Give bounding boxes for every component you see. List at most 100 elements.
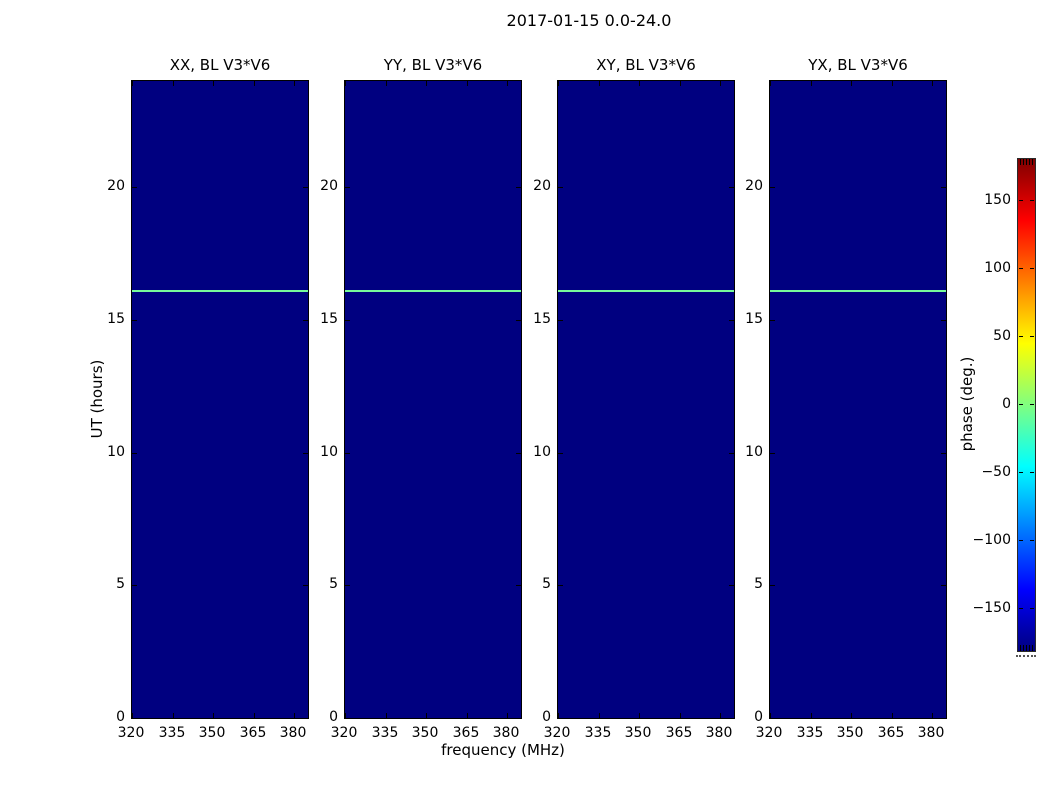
y-tick-mark — [345, 585, 350, 586]
x-tick-mark — [680, 81, 681, 86]
colorbar-tick-mark — [1030, 540, 1034, 541]
x-tick-mark — [213, 713, 214, 718]
y-tick-mark — [770, 320, 775, 321]
x-tick-mark — [173, 81, 174, 86]
x-tick-mark — [345, 81, 346, 86]
x-tick-label: 380 — [917, 725, 945, 741]
y-tick-mark — [516, 187, 521, 188]
y-tick-label: 0 — [116, 709, 125, 725]
x-tick-mark — [770, 81, 771, 86]
y-tick-label: 5 — [754, 576, 763, 592]
x-tick-label: 365 — [877, 725, 905, 741]
y-tick-mark — [345, 320, 350, 321]
y-tick-mark — [132, 320, 137, 321]
phase-feature-line — [558, 290, 734, 292]
colorbar-tick-mark — [1030, 472, 1034, 473]
colorbar-tick-mark — [1019, 608, 1023, 609]
x-tick-mark — [467, 713, 468, 718]
y-tick-label: 20 — [745, 178, 763, 194]
x-tick-mark — [892, 713, 893, 718]
x-tick-mark — [254, 713, 255, 718]
x-tick-mark — [386, 81, 387, 86]
x-tick-mark — [932, 713, 933, 718]
colorbar-tick-label: −50 — [981, 464, 1011, 480]
y-tick-mark — [729, 320, 734, 321]
x-tick-label: 350 — [624, 725, 652, 741]
x-tick-label: 335 — [371, 725, 399, 741]
colorbar-tick-label: 100 — [984, 260, 1011, 276]
x-tick-mark — [811, 81, 812, 86]
x-tick-mark — [892, 81, 893, 86]
y-tick-mark — [558, 453, 563, 454]
x-tick-mark — [132, 81, 133, 86]
y-tick-mark — [132, 187, 137, 188]
colorbar-tick-mark — [1019, 404, 1023, 405]
y-tick-mark — [516, 320, 521, 321]
colorbar-tick-mark — [1030, 336, 1034, 337]
y-tick-label: 5 — [542, 576, 551, 592]
y-tick-mark — [941, 453, 946, 454]
x-tick-mark — [639, 713, 640, 718]
x-tick-label: 320 — [543, 725, 571, 741]
heatmap-yy — [344, 80, 522, 719]
panel-xx: XX, BL V3*V6 320 335 350 365 380 0 5 10 15 20 — [107, 56, 309, 741]
y-tick-mark — [941, 187, 946, 188]
y-tick-mark — [132, 585, 137, 586]
y-tick-mark — [729, 585, 734, 586]
y-tick-label: 15 — [533, 311, 551, 327]
colorbar-minor-tick — [1023, 645, 1024, 651]
colorbar-tick-mark — [1019, 472, 1023, 473]
y-tick-label: 0 — [754, 709, 763, 725]
heatmap-yx — [769, 80, 947, 719]
colorbar-minor-tick — [1026, 159, 1027, 165]
y-tick-mark — [516, 453, 521, 454]
colorbar-tick-mark — [1019, 540, 1023, 541]
y-tick-mark — [941, 585, 946, 586]
colorbar-minor-tick — [1020, 645, 1021, 651]
colorbar-tick-mark — [1030, 200, 1034, 201]
x-tick-mark — [932, 81, 933, 86]
x-tick-mark — [254, 81, 255, 86]
y-tick-mark — [729, 187, 734, 188]
x-tick-mark — [720, 713, 721, 718]
panel-xy: XY, BL V3*V6 320 335 350 365 380 0 5 10 15 20 — [533, 56, 735, 741]
x-tick-label: 350 — [198, 725, 226, 741]
colorbar-label: phase (deg.) — [958, 356, 976, 452]
colorbar-minor-tick — [1023, 159, 1024, 165]
y-tick-mark — [303, 187, 308, 188]
x-tick-label: 335 — [158, 725, 186, 741]
y-tick-mark — [516, 585, 521, 586]
y-axis-label: UT (hours) — [88, 359, 106, 439]
x-tick-mark — [132, 713, 133, 718]
panel-title-xx: XX, BL V3*V6 — [169, 56, 271, 74]
x-tick-mark — [294, 81, 295, 86]
y-tick-mark — [303, 585, 308, 586]
colorbar-tick-mark — [1030, 268, 1034, 269]
colorbar-tick-mark — [1019, 336, 1023, 337]
y-tick-mark — [558, 320, 563, 321]
heatmap-xx — [131, 80, 309, 719]
y-tick-mark — [303, 453, 308, 454]
colorbar-tick-mark — [1019, 268, 1023, 269]
x-tick-label: 365 — [665, 725, 693, 741]
colorbar-underline-dots — [1016, 655, 1036, 657]
x-axis-label: frequency (MHz) — [441, 741, 565, 759]
x-tick-mark — [173, 713, 174, 718]
y-tick-mark — [770, 718, 775, 719]
x-tick-mark — [467, 81, 468, 86]
colorbar-minor-tick — [1029, 645, 1030, 651]
phase-feature-line — [345, 290, 521, 292]
y-tick-label: 5 — [329, 576, 338, 592]
y-tick-mark — [941, 320, 946, 321]
colorbar-tick-label: 0 — [1002, 396, 1011, 412]
y-tick-mark — [770, 187, 775, 188]
figure-title: 2017-01-15 0.0-24.0 — [506, 11, 672, 30]
x-tick-mark — [851, 81, 852, 86]
x-tick-label: 380 — [279, 725, 307, 741]
heatmap-xy — [557, 80, 735, 719]
y-tick-label: 0 — [329, 709, 338, 725]
colorbar-tick-label: −100 — [972, 532, 1011, 548]
y-tick-label: 10 — [745, 444, 763, 460]
y-tick-mark — [132, 453, 137, 454]
y-tick-mark — [516, 718, 521, 719]
